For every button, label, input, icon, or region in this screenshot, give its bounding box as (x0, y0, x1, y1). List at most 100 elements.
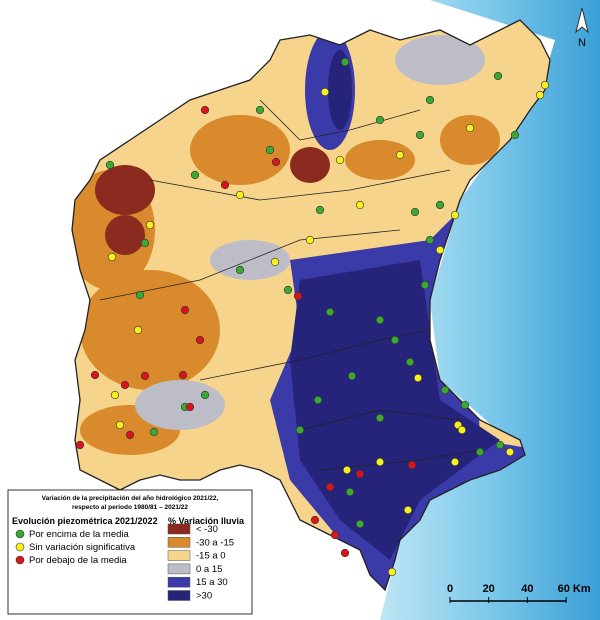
piezometer-dot (195, 335, 205, 345)
piezometer-dot (190, 170, 200, 180)
piezometer-dot (149, 427, 159, 437)
piezometer-dot (340, 57, 350, 67)
legend-dot (15, 529, 25, 539)
legend-box (7, 489, 253, 615)
scale-label: 40 (521, 583, 533, 595)
piezometer-dot (375, 315, 385, 325)
piezometer-dot (415, 130, 425, 140)
piezometer-dot (313, 395, 323, 405)
piezometer-dot (178, 370, 188, 380)
scale-label: 60 Km (558, 583, 591, 595)
scale-label: 20 (483, 583, 495, 595)
legend-label: -30 a -15 (196, 537, 234, 548)
legend-swatch (167, 537, 191, 548)
piezometer-dot (335, 155, 345, 165)
legend-swatch (167, 550, 191, 561)
piezometer-dot (355, 200, 365, 210)
piezometer-dot (390, 335, 400, 345)
boundaries (99, 99, 481, 471)
piezometer-dot (495, 440, 505, 450)
piezometer-dot (145, 220, 155, 230)
legend-label: 0 a 15 (196, 564, 222, 575)
piezometer-dot (410, 207, 420, 217)
piezometer-dot (220, 180, 230, 190)
piezometer-dot (347, 371, 357, 381)
legend-label: Por encima de la media (29, 529, 130, 540)
piezometer-dot (110, 390, 120, 400)
legend-label: >30 (196, 591, 212, 602)
scale-label: 0 (447, 583, 453, 595)
piezometer-dot (375, 457, 385, 467)
piezometer-dot (435, 245, 445, 255)
piezometer-dot (293, 291, 303, 301)
piezometer-dot (133, 325, 143, 335)
legend-swatch (167, 590, 191, 601)
piezometer-dot (270, 257, 280, 267)
piezometer-dot (420, 280, 430, 290)
piezometer-dot (403, 505, 413, 515)
piezometer-dot (271, 157, 281, 167)
piezometer-dot (465, 123, 475, 133)
piezometer-dot (315, 205, 325, 215)
north-label: N (578, 37, 586, 49)
piezometers (75, 57, 550, 577)
piezometer-dot (200, 105, 210, 115)
piezometer-dot (475, 447, 485, 457)
piezometer-dot (505, 447, 515, 457)
piezometer-dot (540, 80, 550, 90)
piezometer-dot (407, 460, 417, 470)
piezometer-dot (457, 425, 467, 435)
rain-heading: % Variación lluvia (168, 516, 245, 526)
piezometer-dot (325, 482, 335, 492)
piezometer-dot (493, 71, 503, 81)
piezometer-dot (135, 290, 145, 300)
piezometer-dot (342, 465, 352, 475)
piezometer-dot (120, 380, 130, 390)
scale-bar: 0 20 40 60 Km (447, 583, 591, 603)
north-arrow: N (575, 7, 589, 49)
piezometer-dot (295, 425, 305, 435)
legend-dot (15, 555, 25, 565)
piezometer-dot (105, 160, 115, 170)
legend-swatch (167, 523, 191, 535)
piezometer-dot (235, 265, 245, 275)
piezometer-dot (450, 457, 460, 467)
piezometer-dot (340, 548, 350, 558)
piezometer-dot (125, 430, 135, 440)
piezometer-dot (395, 150, 405, 160)
legend-label: -15 a 0 (196, 551, 226, 562)
piezometer-dot (355, 469, 365, 479)
piezometer-dot (305, 235, 315, 245)
piezometer-dot (310, 515, 320, 525)
piezometer-dot (435, 200, 445, 210)
piezometer-dot (107, 252, 117, 262)
legend: Variación de la precipitación del año hi… (12, 495, 245, 602)
piezometer-dot (355, 519, 365, 529)
piezometer-dot (535, 90, 545, 100)
legend-swatch (167, 563, 191, 575)
piezometer-dot (425, 235, 435, 245)
legend-label: Sin variación significativa (29, 542, 136, 553)
legend-label: 15 a 30 (196, 577, 228, 588)
piezometer-dot (413, 373, 423, 383)
piezometer-dot (460, 400, 470, 410)
piezometer-dot (375, 413, 385, 423)
piezometer-dot (425, 95, 435, 105)
legend-dot (15, 542, 25, 552)
piezometer-dot (255, 105, 265, 115)
piezometer-dot (235, 190, 245, 200)
legend-title: Variación de la precipitación del año hi… (42, 495, 219, 502)
piezometer-dot (185, 402, 195, 412)
piezometer-dot (180, 305, 190, 315)
piezometer-dot (200, 390, 210, 400)
piezometer-dot (75, 440, 85, 450)
legend-label: Por debajo de la media (29, 555, 127, 566)
piezometer-dot (510, 130, 520, 140)
piezometer-dot (140, 371, 150, 381)
piezometer-dot (440, 385, 450, 395)
piezometer-dot (283, 285, 293, 295)
piezometer-dot (375, 115, 385, 125)
piezometer-dot (325, 307, 335, 317)
